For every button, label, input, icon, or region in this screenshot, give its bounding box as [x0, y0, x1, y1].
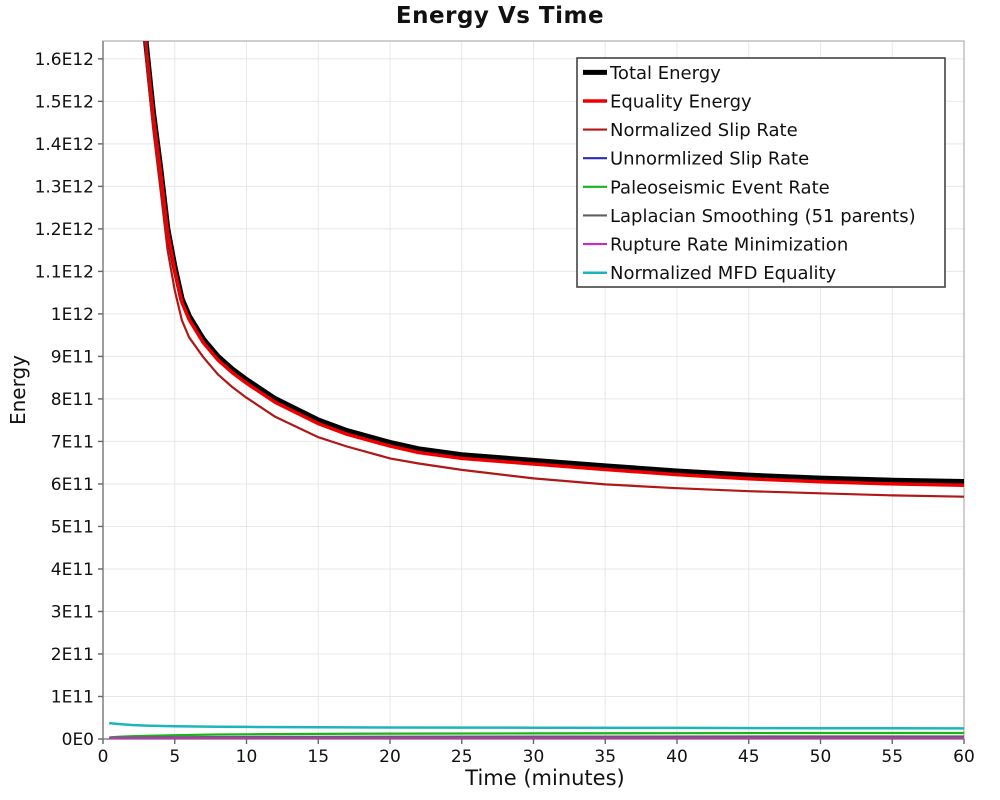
- x-tick-label: 60: [953, 747, 975, 767]
- legend-label: Normalized MFD Equality: [610, 263, 837, 284]
- x-tick-label: 30: [523, 747, 545, 767]
- x-tick-label: 20: [379, 747, 401, 767]
- series-line-equality-energy: [144, 41, 964, 487]
- y-tick-label: 1.1E12: [35, 262, 94, 282]
- y-tick-label: 1E11: [51, 687, 94, 707]
- x-tick-label: 10: [236, 747, 258, 767]
- legend-label: Paleoseismic Event Rate: [610, 177, 830, 198]
- x-tick-label: 35: [594, 747, 616, 767]
- y-tick-label: 1.3E12: [35, 177, 94, 197]
- y-tick-label: 4E11: [51, 560, 94, 580]
- series-line-normalized-slip-rate: [144, 41, 964, 498]
- x-tick-label: 50: [810, 747, 832, 767]
- legend-label: Total Energy: [609, 63, 721, 84]
- y-tick-label: 1.6E12: [35, 50, 94, 70]
- x-tick-label: 55: [881, 747, 903, 767]
- y-tick-label: 8E11: [51, 390, 94, 410]
- y-tick-label: 7E11: [51, 432, 94, 452]
- y-tick-label: 3E11: [51, 602, 94, 622]
- x-tick-label: 45: [738, 747, 760, 767]
- legend-label: Normalized Slip Rate: [610, 120, 798, 141]
- x-tick-label: 0: [98, 747, 109, 767]
- x-tick-label: 25: [451, 747, 473, 767]
- x-tick-label: 5: [169, 747, 180, 767]
- x-tick-label: 40: [666, 747, 688, 767]
- x-tick-label: 15: [307, 747, 329, 767]
- y-tick-label: 1.4E12: [35, 135, 94, 155]
- chart-title: Energy Vs Time: [395, 3, 605, 29]
- y-tick-label: 1E12: [51, 305, 94, 325]
- y-tick-label: 1.5E12: [35, 92, 94, 112]
- y-tick-label: 9E11: [51, 347, 94, 367]
- y-tick-label: 6E11: [51, 475, 94, 495]
- y-tick-label: 1.2E12: [35, 220, 94, 240]
- legend-label: Unnormlized Slip Rate: [610, 149, 809, 170]
- series-line-normalized-mfd-equality: [108, 722, 964, 730]
- y-tick-label: 2E11: [51, 645, 94, 665]
- y-tick-label: 5E11: [51, 517, 94, 537]
- x-axis-title: Time (minutes): [465, 766, 625, 790]
- legend-label: Laplacian Smoothing (51 parents): [610, 206, 916, 227]
- legend-label: Equality Energy: [610, 91, 752, 112]
- y-tick-label: 0E0: [62, 730, 94, 750]
- legend-box: [576, 57, 946, 288]
- legend-label: Rupture Rate Minimization: [610, 235, 848, 256]
- series-line-paleoseismic-event-rate: [109, 731, 964, 739]
